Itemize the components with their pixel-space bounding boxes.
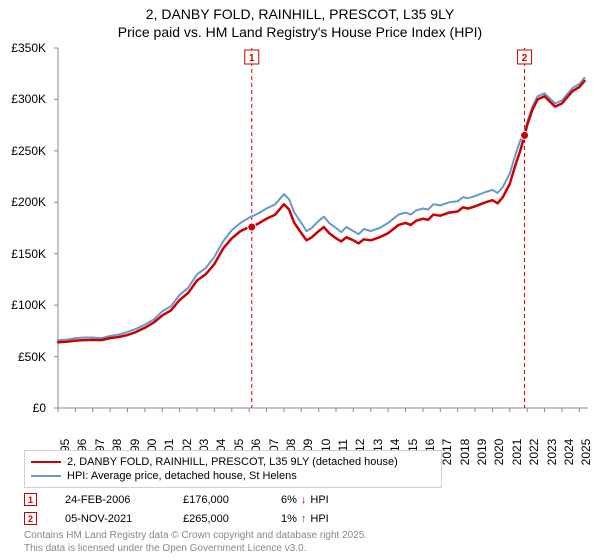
y-tick-label: £150K <box>0 247 46 261</box>
marker-row-1: 1 24-FEB-2006 £176,000 6% ↓ HPI <box>24 493 584 506</box>
marker-row-2: 2 05-NOV-2021 £265,000 1% ↑ HPI <box>24 512 584 525</box>
marker-badge-2: 2 <box>24 512 37 525</box>
title-block: 2, DANBY FOLD, RAINHILL, PRESCOT, L35 9L… <box>0 0 600 40</box>
title-line1: 2, DANBY FOLD, RAINHILL, PRESCOT, L35 9L… <box>0 6 600 22</box>
footer-line2: This data is licensed under the Open Gov… <box>24 543 367 556</box>
marker-price-1: £176,000 <box>183 494 253 506</box>
y-tick-label: £0 <box>0 401 46 415</box>
series-price_paid <box>58 81 585 342</box>
marker-delta-2: 1% ↑ HPI <box>281 513 329 525</box>
marker-price-2: £265,000 <box>183 513 253 525</box>
y-tick-label: £250K <box>0 144 46 158</box>
legend-label: HPI: Average price, detached house, St H… <box>67 470 297 482</box>
x-tick-label: 2024 <box>562 439 576 466</box>
x-tick-label: 2021 <box>510 439 524 466</box>
x-tick-label: 2020 <box>492 439 506 466</box>
y-tick-label: £200K <box>0 195 46 209</box>
chart-container: 2, DANBY FOLD, RAINHILL, PRESCOT, L35 9L… <box>0 0 600 560</box>
legend-box: 2, DANBY FOLD, RAINHILL, PRESCOT, L35 9L… <box>24 450 442 488</box>
x-tick-label: 2023 <box>545 439 559 466</box>
legend-row: 2, DANBY FOLD, RAINHILL, PRESCOT, L35 9L… <box>31 455 435 469</box>
legend-swatch <box>31 461 61 463</box>
chart-area: £0£50K£100K£150K£200K£250K£300K£350K 12 … <box>58 48 588 408</box>
marker-date-1: 24-FEB-2006 <box>65 494 155 506</box>
series-hpi <box>58 78 585 340</box>
y-tick-label: £50K <box>0 350 46 364</box>
x-axis-labels: 1995199619971998199920002001200220032004… <box>58 408 588 448</box>
y-tick-label: £100K <box>0 298 46 312</box>
x-tick-label: 2017 <box>440 439 454 466</box>
x-tick-label: 2019 <box>475 439 489 466</box>
plot-svg: 12 <box>58 48 588 408</box>
x-tick-label: 2018 <box>458 439 472 466</box>
y-tick-label: £350K <box>0 41 46 55</box>
chart-marker-badge: 2 <box>522 53 528 64</box>
x-tick-label: 2022 <box>527 439 541 466</box>
y-tick-label: £300K <box>0 92 46 106</box>
title-line2: Price paid vs. HM Land Registry's House … <box>0 24 600 40</box>
marker-delta-1: 6% ↓ HPI <box>281 494 329 506</box>
x-tick-label: 2025 <box>579 439 593 466</box>
y-axis-labels: £0£50K£100K£150K£200K£250K£300K£350K <box>0 48 50 408</box>
marker-badge-1: 1 <box>24 493 37 506</box>
legend-label: 2, DANBY FOLD, RAINHILL, PRESCOT, L35 9L… <box>67 456 398 468</box>
footer-note: Contains HM Land Registry data © Crown c… <box>24 530 367 555</box>
legend-row: HPI: Average price, detached house, St H… <box>31 469 435 483</box>
footer-line1: Contains HM Land Registry data © Crown c… <box>24 530 367 543</box>
marker-date-2: 05-NOV-2021 <box>65 513 155 525</box>
legend-swatch <box>31 475 61 477</box>
chart-marker-badge: 1 <box>249 53 255 64</box>
